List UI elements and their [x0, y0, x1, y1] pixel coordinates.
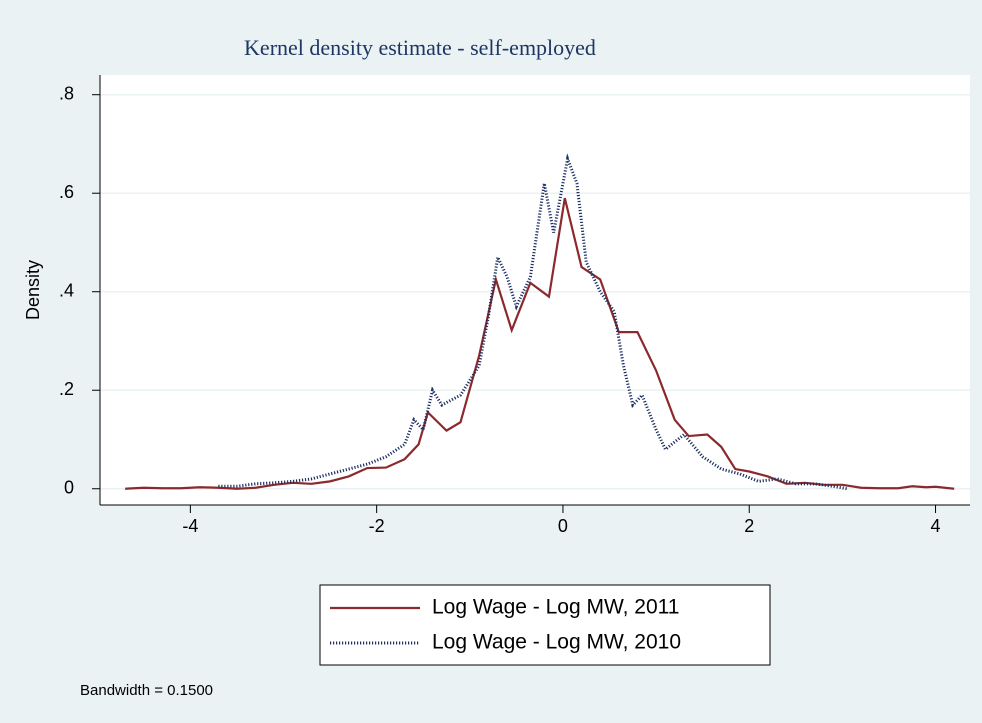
y-tick-label: 0	[64, 477, 74, 497]
x-tick-label: -2	[369, 516, 385, 536]
plot-area	[100, 75, 970, 505]
y-tick-label: .8	[59, 83, 74, 103]
density-line	[125, 197, 955, 490]
y-tick-label: .4	[59, 280, 74, 300]
chart-title: Kernel density estimate - self-employed	[244, 35, 596, 60]
y-axis-label: Density	[23, 260, 43, 320]
x-tick-label: -4	[182, 516, 198, 536]
note: Bandwidth = 0.1500	[80, 682, 213, 699]
density-line	[218, 153, 848, 491]
legend-label: Log Wage - Log MW, 2010	[432, 631, 681, 654]
x-tick-label: 4	[931, 516, 941, 536]
x-tick-label: 2	[744, 516, 754, 536]
y-tick-label: .2	[59, 379, 74, 399]
legend-box	[319, 584, 771, 666]
x-tick-label: 0	[558, 516, 568, 536]
y-tick-label: .6	[59, 182, 74, 202]
legend-label: Log Wage - Log MW, 2011	[432, 596, 679, 619]
